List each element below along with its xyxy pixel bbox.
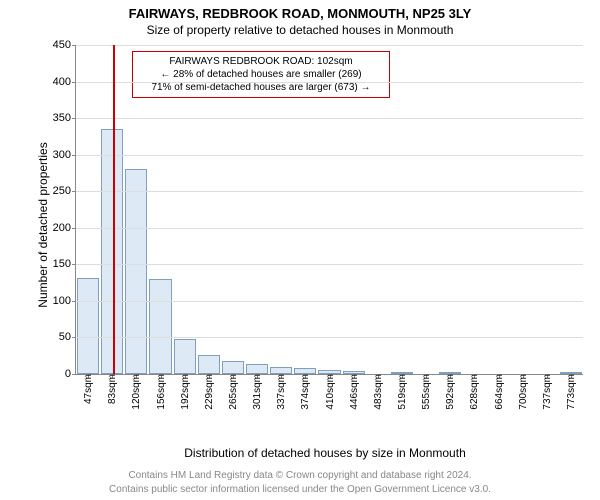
ytick-label: 100	[53, 295, 76, 307]
xtick-label: 483sqm	[372, 374, 384, 410]
histogram-bar	[246, 364, 268, 374]
gridline	[76, 228, 583, 229]
histogram-bar	[198, 355, 220, 374]
gridline	[76, 82, 583, 83]
y-axis-label: Number of detached properties	[36, 142, 50, 307]
chart-title-sub: Size of property relative to detached ho…	[0, 21, 600, 37]
info-box-line2: ← 28% of detached houses are smaller (26…	[138, 68, 384, 81]
marker-vline	[113, 45, 115, 374]
xtick-label: 47sqm	[82, 374, 94, 404]
ytick-label: 50	[59, 331, 76, 343]
gridline	[76, 155, 583, 156]
xtick-label: 773sqm	[565, 374, 577, 410]
plot-area: FAIRWAYS REDBROOK ROAD: 102sqm ← 28% of …	[75, 45, 583, 375]
xtick-label: 156sqm	[155, 374, 167, 410]
histogram-bar	[222, 361, 244, 374]
xtick-label: 592sqm	[444, 374, 456, 410]
histogram-bar	[270, 367, 292, 374]
xtick-label: 555sqm	[420, 374, 432, 410]
info-box: FAIRWAYS REDBROOK ROAD: 102sqm ← 28% of …	[132, 51, 390, 98]
xtick-label: 192sqm	[179, 374, 191, 410]
xtick-label: 120sqm	[130, 374, 142, 410]
xtick-label: 83sqm	[106, 374, 118, 404]
info-box-line3: 71% of semi-detached houses are larger (…	[138, 81, 384, 94]
gridline	[76, 264, 583, 265]
footer-line2: Contains public sector information licen…	[0, 483, 600, 497]
ytick-label: 0	[65, 368, 76, 380]
xtick-label: 628sqm	[468, 374, 480, 410]
ytick-label: 450	[53, 39, 76, 51]
ytick-label: 400	[53, 76, 76, 88]
gridline	[76, 45, 583, 46]
ytick-label: 350	[53, 112, 76, 124]
xtick-label: 337sqm	[275, 374, 287, 410]
xtick-label: 410sqm	[324, 374, 336, 410]
gridline	[76, 191, 583, 192]
footer-line1: Contains HM Land Registry data © Crown c…	[0, 469, 600, 483]
xtick-label: 301sqm	[251, 374, 263, 410]
footer: Contains HM Land Registry data © Crown c…	[0, 469, 600, 496]
chart-area: Number of detached properties FAIRWAYS R…	[45, 45, 588, 405]
histogram-bar	[125, 169, 147, 374]
histogram-bar	[174, 339, 196, 374]
gridline	[76, 118, 583, 119]
xtick-label: 265sqm	[227, 374, 239, 410]
x-axis-label: Distribution of detached houses by size …	[60, 446, 590, 460]
xtick-label: 229sqm	[203, 374, 215, 410]
xtick-label: 446sqm	[348, 374, 360, 410]
xtick-label: 374sqm	[299, 374, 311, 410]
info-box-line1: FAIRWAYS REDBROOK ROAD: 102sqm	[138, 55, 384, 68]
ytick-label: 150	[53, 258, 76, 270]
xtick-label: 519sqm	[396, 374, 408, 410]
ytick-label: 300	[53, 149, 76, 161]
ytick-label: 250	[53, 185, 76, 197]
xtick-label: 664sqm	[493, 374, 505, 410]
ytick-label: 200	[53, 222, 76, 234]
histogram-bar	[149, 279, 171, 374]
gridline	[76, 301, 583, 302]
xtick-label: 737sqm	[541, 374, 553, 410]
gridline	[76, 337, 583, 338]
xtick-label: 700sqm	[517, 374, 529, 410]
chart-title-main: FAIRWAYS, REDBROOK ROAD, MONMOUTH, NP25 …	[0, 0, 600, 21]
histogram-bar	[77, 278, 99, 375]
